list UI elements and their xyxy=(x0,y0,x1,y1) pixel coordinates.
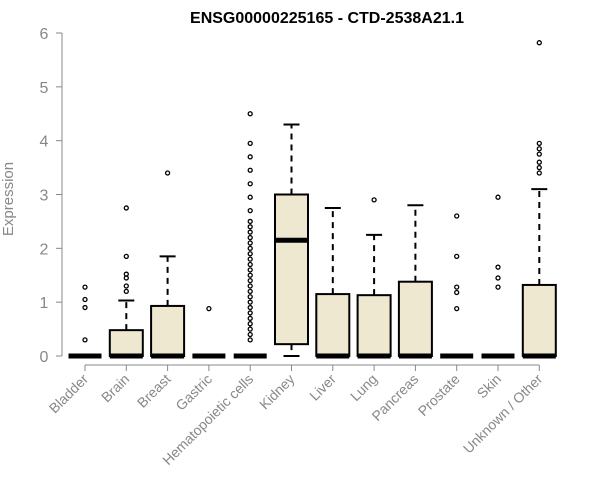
outlier-point xyxy=(247,299,253,305)
outlier-point xyxy=(82,284,88,290)
outlier-point xyxy=(247,218,253,225)
outlier-point xyxy=(82,337,88,343)
box-prostate xyxy=(440,213,474,359)
outlier-point xyxy=(247,277,253,284)
outlier-point xyxy=(454,289,460,296)
outlier-point xyxy=(247,337,253,343)
box-iqr xyxy=(274,193,309,346)
outlier-point xyxy=(123,253,129,260)
outlier-point xyxy=(247,261,253,268)
outlier-point xyxy=(247,240,253,246)
outlier-point xyxy=(536,159,542,165)
outlier-point xyxy=(454,305,460,312)
box-pancreas xyxy=(397,204,433,359)
outlier-point xyxy=(247,140,253,147)
outlier-point xyxy=(247,331,253,338)
outlier-point xyxy=(536,146,542,152)
box-gastric xyxy=(192,305,226,359)
box-breast xyxy=(150,170,186,359)
box-unknown-other xyxy=(521,40,557,359)
y-tick-label: 0 xyxy=(40,349,49,366)
outlier-point xyxy=(536,170,542,176)
outlier-point xyxy=(247,207,253,214)
box-hematopoietic-cells xyxy=(233,111,267,359)
outlier-point xyxy=(247,245,253,251)
box-liver xyxy=(315,206,351,359)
outlier-point xyxy=(123,271,129,277)
box-skin xyxy=(481,194,515,359)
outlier-point xyxy=(371,197,377,203)
outlier-point xyxy=(536,164,542,171)
outlier-point xyxy=(495,194,501,200)
outlier-point xyxy=(247,194,253,200)
outlier-point xyxy=(536,40,542,46)
box-iqr xyxy=(356,294,392,357)
y-axis-label: Expression xyxy=(0,162,17,236)
outlier-point xyxy=(247,304,253,311)
outlier-point xyxy=(495,275,501,281)
outlier-point xyxy=(495,264,501,270)
outlier-point xyxy=(247,315,253,321)
outlier-point xyxy=(247,111,253,117)
outlier-point xyxy=(536,151,542,157)
box-lung xyxy=(356,197,392,359)
outlier-point xyxy=(82,304,88,311)
y-tick-label: 3 xyxy=(40,188,49,205)
box-iqr xyxy=(521,283,557,357)
y-tick-label: 5 xyxy=(40,80,49,97)
outlier-point xyxy=(536,140,542,147)
box-iqr xyxy=(315,293,351,358)
x-tick-label: Prostate xyxy=(415,371,463,419)
outlier-point xyxy=(454,253,460,260)
outlier-point xyxy=(123,283,129,289)
x-tick-label: Skin xyxy=(474,371,505,402)
chart-title: ENSG00000225165 - CTD-2538A21.1 xyxy=(190,10,464,27)
boxes xyxy=(68,40,557,359)
x-tick-label: Kidney xyxy=(256,371,298,413)
outlier-point xyxy=(247,181,253,187)
box-bladder xyxy=(68,284,102,359)
x-tick-label: Lung xyxy=(347,371,380,404)
outlier-point xyxy=(247,251,253,257)
outlier-point xyxy=(454,284,460,290)
outlier-point xyxy=(247,154,253,160)
outlier-point xyxy=(247,256,253,262)
outlier-point xyxy=(123,205,129,211)
outlier-point xyxy=(247,234,253,241)
y-tick-label: 6 xyxy=(40,26,49,43)
box-kidney xyxy=(274,123,309,357)
box-iqr xyxy=(397,280,433,357)
y-tick-label: 1 xyxy=(40,295,49,312)
x-tick-label: Brain xyxy=(98,371,132,405)
outlier-point xyxy=(123,288,129,295)
box-iqr xyxy=(108,329,144,358)
outlier-point xyxy=(206,305,212,312)
x-tick-label: Bladder xyxy=(46,371,92,417)
outlier-point xyxy=(247,272,253,278)
x-tick-label: Breast xyxy=(134,371,174,411)
outlier-point xyxy=(454,213,460,219)
outlier-point xyxy=(247,283,253,289)
outlier-point xyxy=(247,310,253,316)
outlier-point xyxy=(247,229,253,235)
y-tick-label: 4 xyxy=(40,134,49,151)
x-tick-label: Liver xyxy=(306,371,339,404)
outlier-point xyxy=(495,284,501,290)
box-brain xyxy=(108,205,144,359)
outlier-point xyxy=(247,294,253,300)
outlier-point xyxy=(247,326,253,332)
outlier-point xyxy=(247,288,253,295)
axes: 0 1 2 3 4 5 6 xyxy=(40,26,540,371)
outlier-point xyxy=(82,296,88,303)
outlier-point xyxy=(247,267,253,273)
outlier-point xyxy=(164,170,171,176)
outlier-point xyxy=(247,321,253,327)
y-tick-label: 2 xyxy=(40,241,49,258)
outlier-point xyxy=(247,224,253,230)
outlier-point xyxy=(247,167,253,173)
box-iqr xyxy=(150,304,186,357)
